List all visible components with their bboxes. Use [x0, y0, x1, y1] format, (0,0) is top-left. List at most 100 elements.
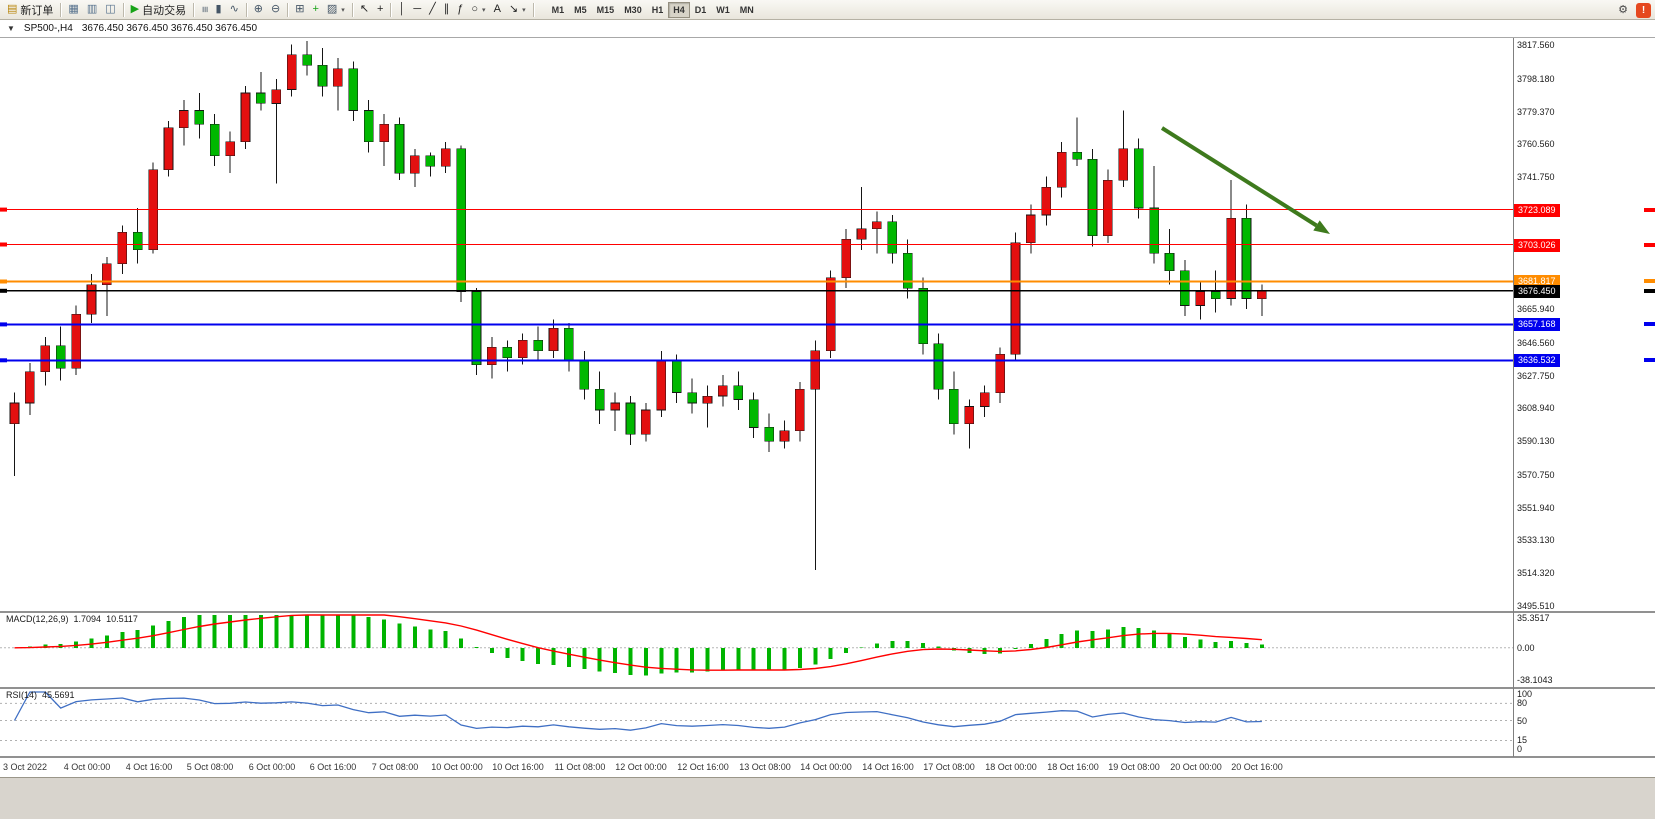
alerts-button[interactable]: !: [1636, 3, 1651, 18]
trendline-button[interactable]: ╱: [425, 1, 440, 18]
chart-symbol-title: SP500-,H4: [23, 23, 73, 34]
rsi-line: [13, 691, 1262, 731]
timeframe-h4-button[interactable]: H4: [668, 1, 690, 18]
data-window-icon: ▥: [86, 3, 98, 15]
toolbar-separator: [532, 2, 534, 17]
chart-canvas[interactable]: [0, 38, 1513, 611]
timeframe-m15-button[interactable]: M15: [596, 4, 615, 15]
data-window-button[interactable]: ▥: [83, 1, 101, 18]
price-axis-label: 3798.180: [1517, 74, 1555, 84]
time-axis-label: 3 Oct 2022: [2, 762, 48, 772]
vertical-line-button[interactable]: │: [394, 1, 409, 18]
new-order-button[interactable]: ▤ 新订单: [3, 1, 57, 18]
channel-button[interactable]: ∥: [440, 1, 454, 18]
trend-arrow[interactable]: [1160, 126, 1330, 234]
text-button[interactable]: A: [490, 1, 505, 18]
level-right-marker: [1644, 243, 1655, 247]
level-right-marker: [1644, 322, 1655, 326]
auto-trading-label: 自动交易: [142, 4, 187, 17]
timeframe-d1-button[interactable]: D1: [694, 4, 707, 15]
timeframe-h1-button[interactable]: H1: [651, 4, 664, 15]
price-chart-panel[interactable]: 3817.560 3798.180 3779.370 3760.560 3741.750…: [0, 38, 1655, 611]
timeframe-w1-button[interactable]: W1: [716, 4, 730, 15]
time-axis[interactable]: 3 Oct 2022 4 Oct 00:00 4 Oct 16:00 5 Oct 08…: [0, 758, 1655, 777]
dropdown-arrow-icon: ▾: [341, 6, 345, 14]
time-axis-label: 4 Oct 16:00: [125, 762, 173, 772]
vertical-line-icon: │: [398, 3, 406, 15]
macd-signal-value: 10.5117: [106, 614, 138, 624]
macd-header: MACD(12,26,9) 1.7094 10.5117: [6, 614, 143, 624]
time-axis-label: 10 Oct 00:00: [431, 762, 483, 772]
indicators-icon: +: [312, 3, 319, 15]
zoom-out-button[interactable]: ⊖: [267, 1, 284, 18]
macd-axis-label: -38.1043: [1517, 675, 1553, 685]
auto-trading-button[interactable]: ▶ 自动交易: [127, 1, 190, 18]
bar-chart-button[interactable]: ≡: [197, 1, 211, 18]
line-chart-button[interactable]: ∿: [226, 1, 243, 18]
candlestick-chart-button[interactable]: ▮: [212, 1, 226, 18]
rsi-axis-label: 50: [1517, 716, 1528, 726]
rsi-axis-label: 0: [1517, 744, 1523, 754]
level-right-marker: [1644, 358, 1655, 362]
zoom-in-icon: ⊕: [253, 3, 264, 15]
price-level-tag: 3636.532: [1514, 354, 1560, 367]
level-left-marker: [0, 322, 7, 327]
price-axis-label: 3817.560: [1517, 40, 1555, 50]
tile-windows-icon: ⊞: [295, 3, 305, 15]
arrows-button[interactable]: ↘ ▾: [505, 1, 530, 18]
market-watch-icon: ▦: [68, 3, 79, 15]
level-left-marker: [0, 358, 7, 363]
toolbar-separator: [60, 2, 62, 17]
timeframe-m1-button[interactable]: M1: [551, 4, 565, 15]
toolbar-separator: [245, 2, 247, 17]
price-axis-label: 3665.940: [1517, 304, 1555, 314]
timeframe-m5-button[interactable]: M5: [574, 4, 587, 15]
navigator-button[interactable]: ◫: [101, 1, 119, 18]
level-left-marker: [0, 207, 7, 212]
timeframe-m30-button[interactable]: M30: [624, 4, 642, 15]
chart-menu-icon[interactable]: ▼: [7, 24, 15, 33]
rsi-canvas[interactable]: [0, 689, 1513, 756]
panel-separator[interactable]: [0, 756, 1655, 758]
timeframe-mn-button[interactable]: MN: [739, 4, 754, 15]
rsi-panel[interactable]: RSI(14) 45.5691 100 80 50 15 0: [0, 689, 1655, 756]
crosshair-icon: +: [377, 3, 384, 15]
time-axis-label: 14 Oct 00:00: [800, 762, 852, 772]
panel-separator[interactable]: [0, 611, 1655, 613]
time-axis-label: 5 Oct 08:00: [186, 762, 234, 772]
price-level-tag: 3703.026: [1514, 239, 1560, 252]
time-axis-label: 12 Oct 00:00: [615, 762, 667, 772]
time-axis-label: 14 Oct 16:00: [862, 762, 914, 772]
new-order-icon: ▤: [7, 3, 18, 15]
trendline-icon: ╱: [429, 3, 436, 15]
market-watch-button[interactable]: ▦: [64, 1, 82, 18]
navigator-icon: ◫: [105, 3, 116, 15]
price-level-tag: 3676.450: [1514, 285, 1560, 298]
panel-separator[interactable]: [0, 687, 1655, 689]
price-axis-label: 3741.750: [1517, 172, 1555, 182]
time-axis-label: 17 Oct 08:00: [923, 762, 975, 772]
horizontal-line-icon: ─: [413, 3, 422, 15]
crosshair-button[interactable]: +: [373, 1, 387, 18]
cursor-button[interactable]: ↖: [356, 1, 373, 18]
indicators-button[interactable]: +: [308, 1, 322, 18]
templates-button[interactable]: ▨ ▾: [323, 1, 349, 18]
price-axis-label: 3608.940: [1517, 403, 1555, 413]
macd-canvas[interactable]: [0, 613, 1513, 687]
settings-button[interactable]: ⚙: [1614, 2, 1632, 19]
zoom-in-button[interactable]: ⊕: [250, 1, 267, 18]
price-axis-label: 3627.750: [1517, 371, 1555, 381]
macd-histogram: [27, 615, 1264, 676]
price-level-tag: 3657.168: [1514, 318, 1560, 331]
toolbar-separator: [351, 2, 353, 17]
tile-windows-button[interactable]: ⊞: [291, 1, 308, 18]
horizontal-line-button[interactable]: ─: [409, 1, 425, 18]
fibonacci-icon: ƒ: [457, 3, 464, 15]
fibonacci-button[interactable]: ƒ: [453, 1, 467, 18]
line-chart-icon: ∿: [229, 3, 239, 15]
shapes-button[interactable]: ○ ▾: [467, 1, 489, 18]
macd-panel[interactable]: MACD(12,26,9) 1.7094 10.5117 35.3517 0.00 -3…: [0, 613, 1655, 687]
price-level-tag: 3723.089: [1514, 204, 1560, 217]
toolbar-separator: [122, 2, 124, 17]
rsi-value: 45.5691: [42, 690, 75, 700]
